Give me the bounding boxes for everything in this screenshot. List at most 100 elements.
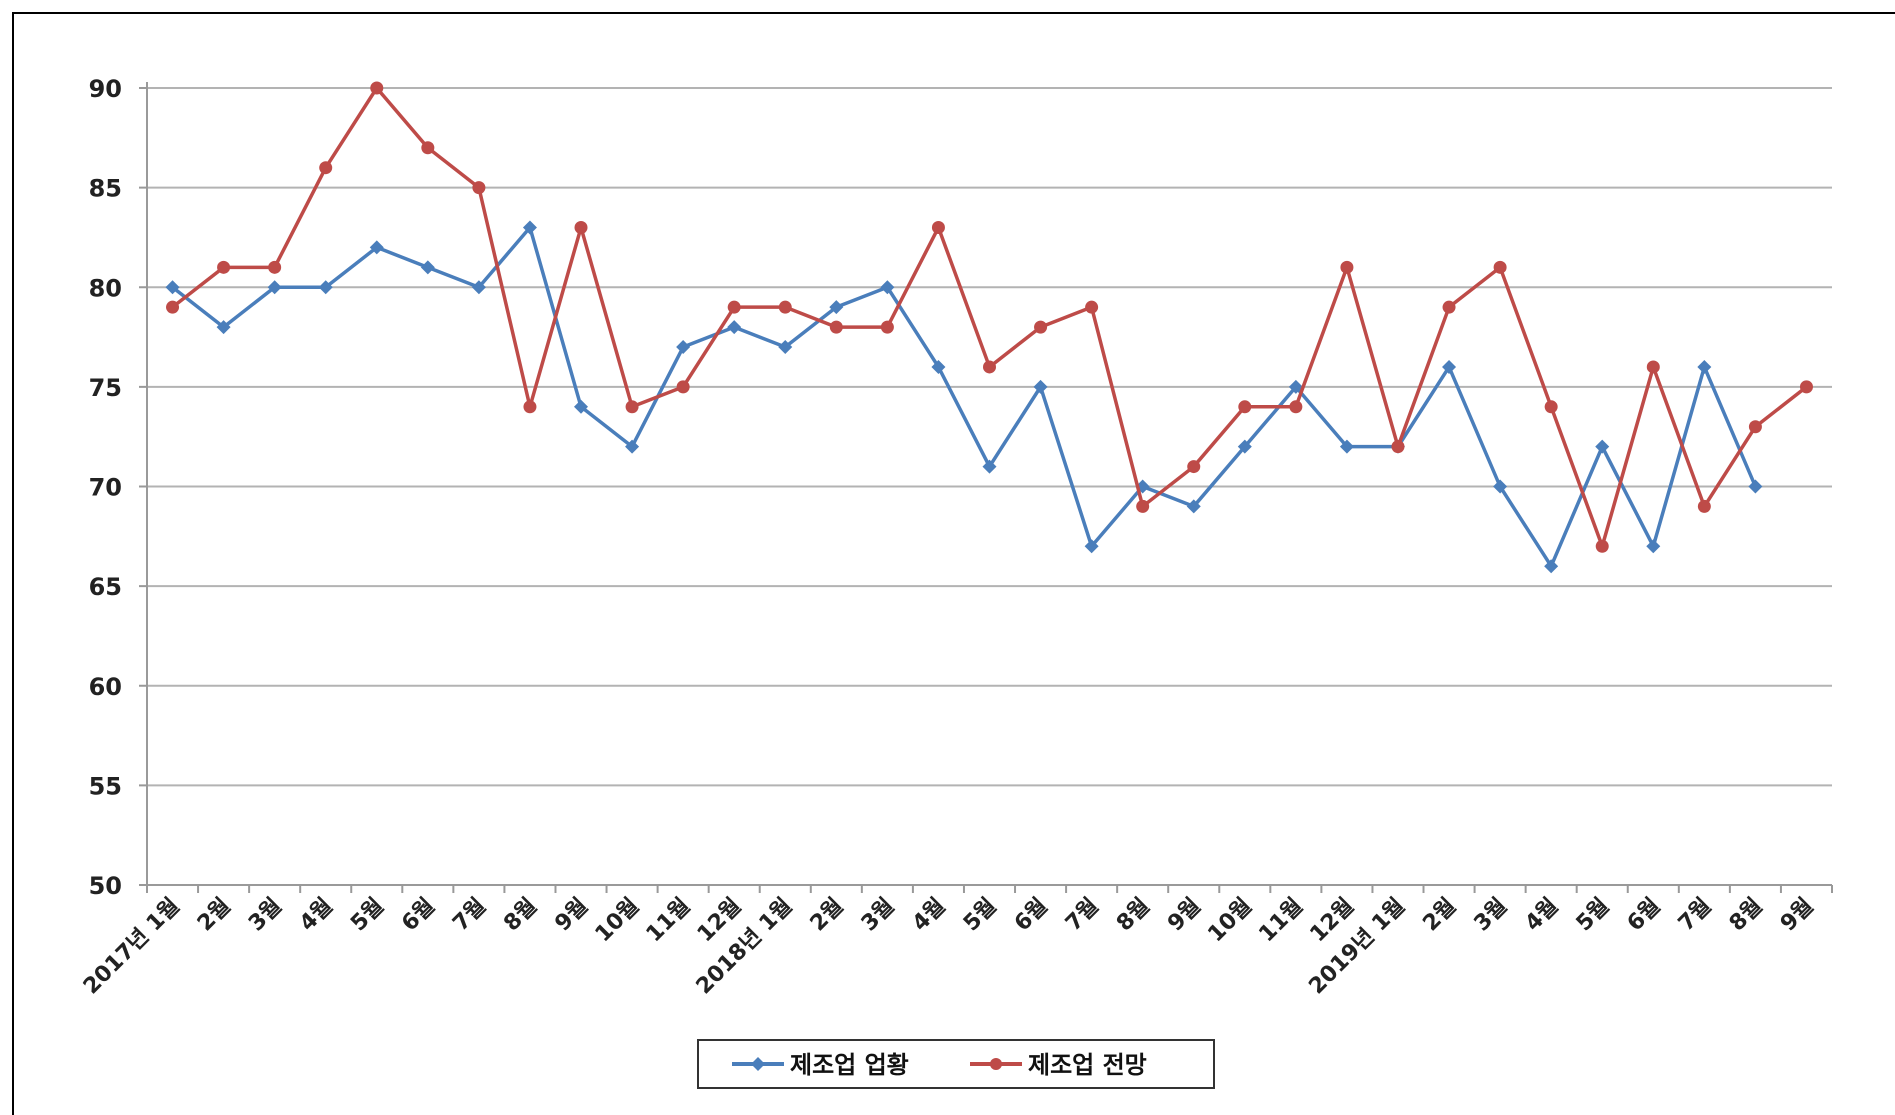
x-tick-label: 8월	[1112, 894, 1155, 937]
data-point	[1186, 499, 1201, 514]
y-tick-label: 90	[89, 75, 122, 103]
series-line	[171, 225, 1758, 568]
data-point	[1340, 260, 1354, 274]
data-point	[727, 300, 741, 314]
x-tick-label: 7월	[1061, 894, 1104, 937]
data-point	[1544, 559, 1559, 574]
data-point	[880, 280, 895, 295]
data-point	[522, 220, 537, 235]
y-axis-ticks: 50 55 60 65 70 75 80 85 90	[89, 75, 147, 900]
data-point	[1493, 260, 1507, 274]
data-point	[1748, 479, 1763, 494]
data-point	[319, 161, 333, 175]
data-point	[267, 280, 282, 295]
data-point	[1799, 380, 1813, 394]
series-1	[165, 220, 1763, 574]
x-tick-label: 8월	[499, 894, 542, 937]
x-tick-label: 2월	[193, 894, 236, 937]
x-tick-label: 11월	[1254, 894, 1308, 948]
grid-lines	[147, 87, 1832, 787]
data-point	[1033, 379, 1048, 394]
y-tick-label: 75	[89, 374, 122, 402]
legend: 제조업 업황 제조업 전망	[697, 1039, 1215, 1089]
data-point	[471, 280, 486, 295]
data-point	[165, 280, 180, 295]
data-point	[574, 399, 589, 414]
data-point	[1288, 379, 1303, 394]
chart-frame	[12, 12, 1895, 1115]
data-point	[1595, 439, 1610, 454]
data-point	[472, 181, 486, 195]
x-tick-label: 7월	[1674, 894, 1717, 937]
y-tick-label: 50	[89, 872, 122, 900]
data-point	[931, 359, 946, 374]
x-tick-label: 7월	[448, 894, 491, 937]
y-tick-label: 70	[89, 474, 122, 502]
data-point	[1391, 440, 1405, 454]
data-point	[1697, 359, 1712, 374]
data-point	[318, 280, 333, 295]
x-tick-label: 6월	[1623, 894, 1666, 937]
data-point	[166, 300, 180, 314]
legend-marker-series-2	[990, 1058, 1002, 1070]
data-point	[676, 340, 691, 355]
data-point	[1697, 499, 1711, 513]
x-tick-label: 10월	[1203, 894, 1257, 948]
x-tick-label: 2017년 1월	[79, 894, 185, 1000]
data-point	[1544, 400, 1558, 414]
data-point	[1646, 360, 1660, 374]
data-point	[1034, 320, 1048, 334]
data-point	[1289, 400, 1303, 414]
y-tick-label: 80	[89, 274, 122, 302]
x-tick-label: 2월	[1418, 894, 1461, 937]
legend-marker-series-1	[751, 1057, 765, 1071]
data-point	[778, 340, 793, 355]
data-point	[1136, 499, 1150, 513]
data-point	[1646, 539, 1661, 554]
data-point	[1442, 359, 1457, 374]
data-point	[369, 240, 384, 255]
data-point	[1084, 539, 1099, 554]
data-point	[829, 300, 844, 315]
series-line	[171, 86, 1808, 549]
series-2	[166, 81, 1813, 553]
data-point	[523, 400, 537, 414]
axes	[146, 82, 1833, 893]
data-point	[216, 320, 231, 335]
x-tick-label: 4월	[1521, 894, 1564, 937]
data-point	[1442, 300, 1456, 314]
x-tick-label: 10월	[591, 894, 645, 948]
data-point	[1595, 539, 1609, 553]
data-point	[268, 260, 282, 274]
x-tick-label: 4월	[295, 894, 338, 937]
x-tick-label: 6월	[397, 894, 440, 937]
x-tick-label: 3월	[244, 894, 287, 937]
data-point	[1187, 460, 1201, 474]
x-tick-label: 9월	[550, 894, 593, 937]
y-tick-label: 55	[89, 772, 122, 800]
data-point	[625, 439, 640, 454]
data-point	[421, 141, 435, 155]
data-point	[420, 260, 435, 275]
x-tick-label: 3월	[857, 894, 900, 937]
y-tick-label: 85	[89, 175, 122, 203]
data-point	[983, 360, 996, 374]
data-point	[217, 260, 231, 274]
y-tick-label: 60	[89, 673, 122, 701]
x-tick-label: 6월	[1010, 894, 1053, 937]
data-point	[880, 320, 894, 334]
x-tick-label: 5월	[959, 894, 1002, 937]
x-tick-label: 3월	[1470, 894, 1513, 937]
data-point	[931, 220, 945, 234]
data-point	[1493, 479, 1508, 494]
data-point	[1339, 439, 1354, 454]
data-point	[778, 300, 792, 314]
data-point	[727, 320, 742, 335]
x-tick-label: 4월	[908, 894, 951, 937]
data-point	[676, 380, 690, 394]
x-tick-label: 8월	[1725, 894, 1768, 937]
data-point	[574, 220, 588, 234]
x-tick-label: 9월	[1776, 894, 1819, 937]
